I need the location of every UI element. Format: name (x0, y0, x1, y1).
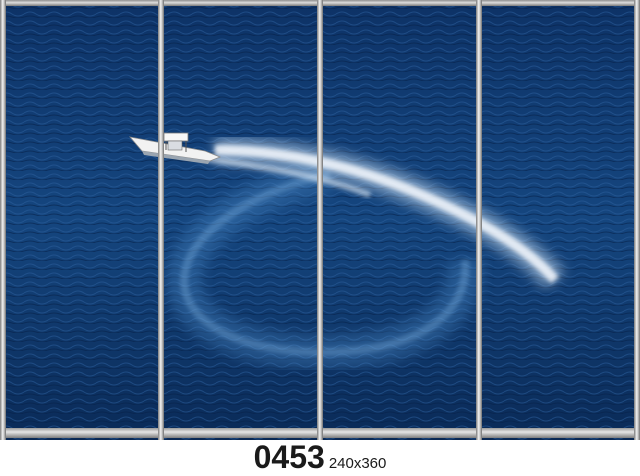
panel-divider (158, 0, 164, 440)
product-size: 240x360 (328, 455, 387, 472)
panel-divider (0, 0, 6, 440)
product-code: 0453 (253, 439, 325, 475)
product-caption: 0453 240x360 (0, 439, 640, 475)
panel-divider (317, 0, 323, 440)
panel-divider (634, 0, 640, 440)
photo-mural (0, 0, 640, 440)
panel-divider (476, 0, 482, 440)
